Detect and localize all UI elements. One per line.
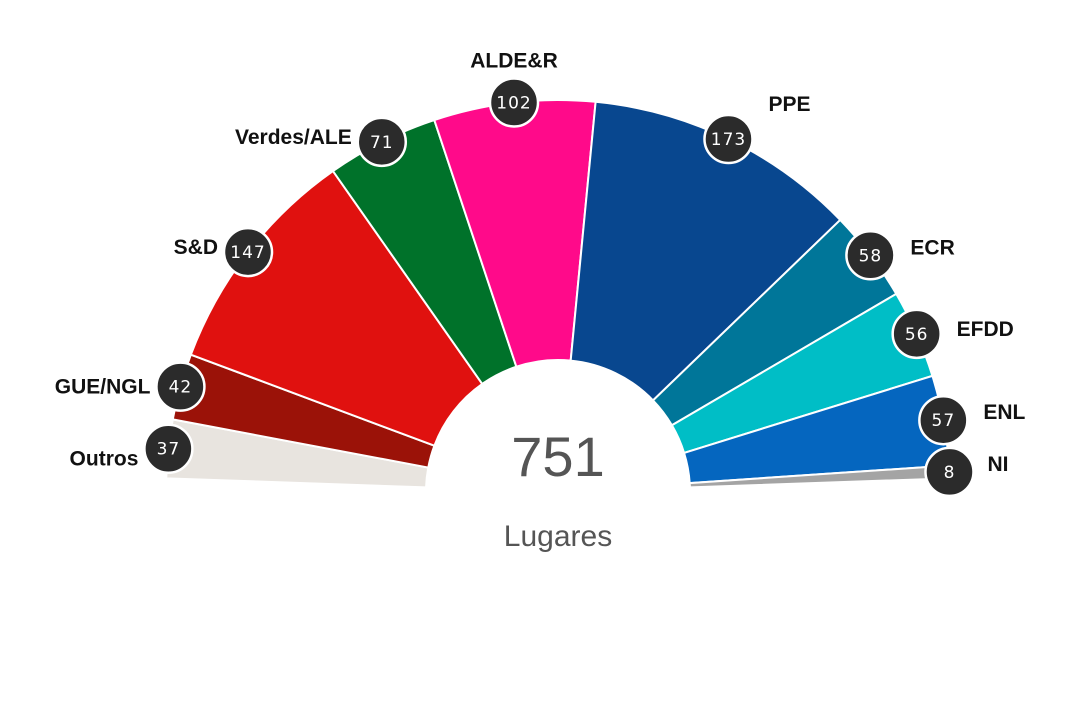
- party-label-enl: ENL: [983, 401, 1025, 424]
- badge-circle-ni: [924, 446, 975, 498]
- party-label-ecr: ECR: [910, 236, 954, 259]
- seat-segments: [165, 99, 951, 489]
- badge-s-and-d: 147: [222, 226, 274, 278]
- badge-circle-ppe: [703, 113, 754, 165]
- total-seats-value: 751: [511, 425, 604, 488]
- badge-ni: 8: [924, 446, 975, 498]
- badge-ecr: 58: [845, 230, 896, 281]
- seat-count-verdes-ale: 71: [370, 133, 394, 153]
- party-label-ppe: PPE: [768, 93, 810, 116]
- badge-verdes-ale: 71: [356, 116, 408, 168]
- seat-count-gue-ngl: 42: [169, 378, 193, 398]
- party-label-s-and-d: S&D: [174, 236, 218, 259]
- party-label-efdd: EFDD: [957, 318, 1014, 341]
- badge-enl: 57: [918, 394, 969, 446]
- badge-circle-ecr: [845, 230, 896, 281]
- badge-circle-efdd: [891, 308, 942, 360]
- badge-circle-s-and-d: [222, 226, 274, 278]
- party-label-gue-ngl: GUE/NGL: [55, 376, 151, 399]
- seat-badges: 37 42 147 71 102 173 58 56 57 8: [143, 77, 975, 498]
- party-label-outros: Outros: [70, 448, 139, 471]
- badge-circle-gue-ngl: [155, 361, 206, 412]
- badge-outros: 37: [143, 423, 194, 474]
- party-labels: Outros GUE/NGL S&D Verdes/ALE ALDE&R PPE ECR EF…: [55, 49, 1026, 475]
- party-label-ni: NI: [987, 453, 1008, 476]
- seat-count-efdd: 56: [905, 325, 929, 345]
- seat-count-ni: 8: [944, 463, 956, 483]
- seat-count-enl: 57: [932, 411, 956, 431]
- badge-ppe: 173: [703, 113, 754, 165]
- seat-count-ppe: 173: [711, 130, 746, 150]
- party-label-alde-and-r: ALDE&R: [470, 49, 558, 72]
- badge-circle-outros: [143, 423, 194, 474]
- badge-alde-and-r: 102: [488, 77, 540, 128]
- badge-circle-enl: [918, 394, 969, 446]
- party-label-verdes-ale: Verdes/ALE: [235, 126, 352, 149]
- seat-count-s-and-d: 147: [230, 243, 265, 263]
- seat-count-outros: 37: [157, 440, 181, 460]
- seat-count-alde-and-r: 102: [496, 93, 531, 113]
- badge-efdd: 56: [891, 308, 942, 360]
- total-seats-label: Lugares: [504, 520, 612, 553]
- segment-ppe: [569, 100, 842, 402]
- seat-count-ecr: 58: [859, 246, 883, 266]
- badge-gue-ngl: 42: [155, 361, 206, 412]
- badge-circle-alde-and-r: [488, 77, 540, 128]
- badge-circle-verdes-ale: [356, 116, 408, 168]
